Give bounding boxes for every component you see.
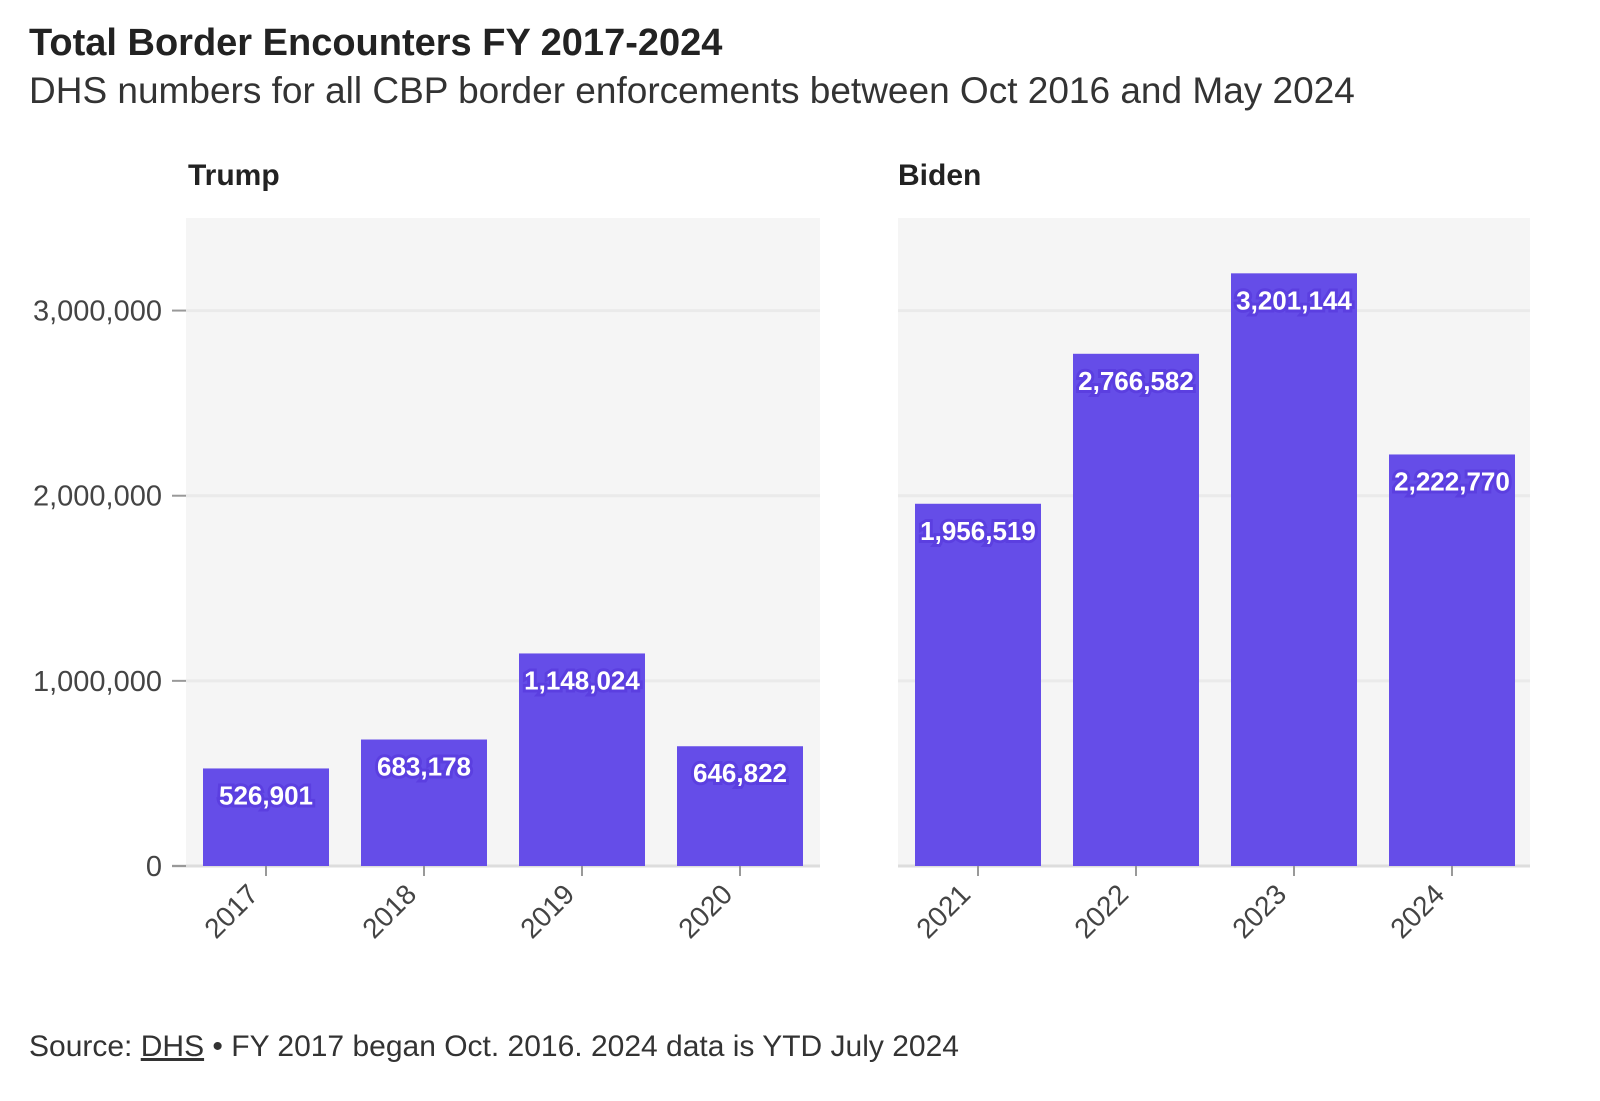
x-tick-label: 2019 <box>514 878 580 944</box>
source-note: Source: DHS • FY 2017 began Oct. 2016. 2… <box>29 1030 959 1064</box>
y-tick-label: 0 <box>146 851 162 883</box>
chart-title: Total Border Encounters FY 2017-2024 <box>29 22 723 64</box>
bar <box>1389 454 1515 866</box>
bar <box>519 653 645 866</box>
panel-title: Biden <box>898 159 981 192</box>
source-link-dhs[interactable]: DHS <box>140 1030 205 1063</box>
bar <box>1231 273 1357 866</box>
x-tick-label: 2017 <box>198 878 264 944</box>
data-label: 1,148,024 <box>524 665 640 695</box>
x-tick-label: 2021 <box>910 878 976 944</box>
panel-title: Trump <box>188 159 280 192</box>
y-tick-label: 1,000,000 <box>33 666 162 698</box>
bar-chart: Trump 526,901 2017 683,178 2018 1,148,024 2019… <box>33 159 1530 944</box>
x-tick-label: 2020 <box>672 878 738 944</box>
y-tick-label: 2,000,000 <box>33 481 162 513</box>
data-label: 1,956,519 <box>920 516 1036 546</box>
data-label: 646,822 <box>693 758 787 788</box>
bar <box>915 503 1041 866</box>
bar <box>1073 353 1199 866</box>
source-note-text: • FY 2017 began Oct. 2016. 2024 data is … <box>204 1030 959 1063</box>
bar <box>361 739 487 866</box>
bar <box>677 746 803 866</box>
x-tick-label: 2023 <box>1226 878 1292 944</box>
x-tick-label: 2022 <box>1068 878 1134 944</box>
data-label: 526,901 <box>219 780 313 810</box>
x-tick-label: 2024 <box>1384 878 1450 944</box>
data-label: 683,178 <box>377 752 471 782</box>
bar <box>203 768 329 866</box>
data-label: 3,201,144 <box>1236 285 1352 315</box>
chart-subtitle: DHS numbers for all CBP border enforceme… <box>29 70 1355 111</box>
x-tick-label: 2018 <box>356 878 422 944</box>
data-label: 2,222,770 <box>1394 466 1510 496</box>
source-prefix: Source: <box>29 1030 141 1063</box>
data-label: 2,766,582 <box>1078 366 1194 396</box>
y-tick-label: 3,000,000 <box>33 296 162 328</box>
